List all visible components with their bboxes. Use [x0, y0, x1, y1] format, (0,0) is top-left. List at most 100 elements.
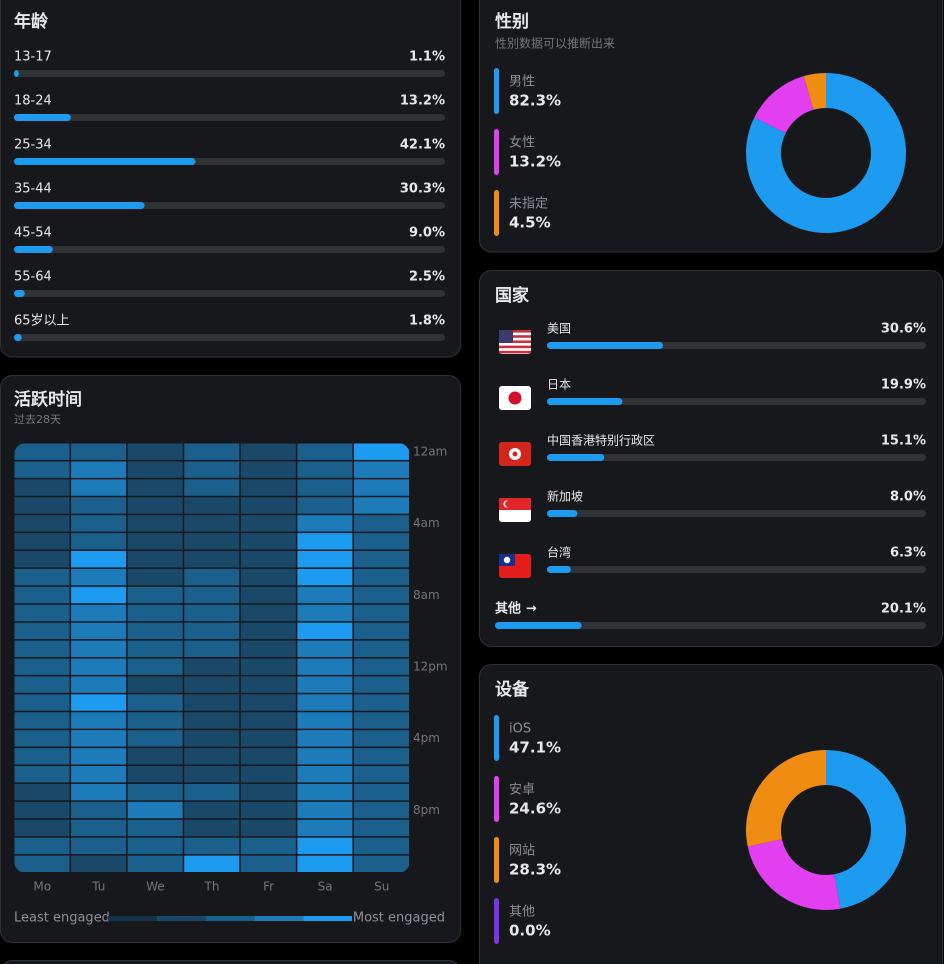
- heatmap-cell: [240, 676, 296, 693]
- heatmap-cell: [297, 783, 353, 801]
- heatmap-cell: [14, 694, 70, 711]
- age-bar: [14, 334, 22, 341]
- legend-min: Least engaged: [14, 911, 110, 926]
- heatmap-cell: [353, 783, 409, 801]
- heatmap-cell: [184, 515, 240, 532]
- legend-swatch: [494, 776, 499, 822]
- legend-name: 女性: [509, 135, 535, 151]
- hour-label: 12am: [413, 444, 447, 458]
- legend-gradient: [254, 916, 304, 921]
- heatmap: [14, 443, 409, 872]
- heatmap-cell: [353, 551, 409, 568]
- heatmap-cell: [297, 819, 353, 837]
- heatmap-cell: [14, 730, 70, 747]
- bar-track: [14, 246, 445, 253]
- heatmap-cell: [184, 640, 240, 657]
- legend-swatch: [494, 190, 499, 236]
- hour-label: 12pm: [413, 659, 448, 673]
- bar-track: [547, 454, 926, 461]
- legend-name: 其他: [509, 905, 535, 920]
- other-arrow[interactable]: →: [526, 602, 537, 617]
- legend-swatch: [494, 715, 499, 761]
- legend-gradient: [108, 916, 157, 921]
- donut-segment: [754, 76, 814, 134]
- heatmap-cell: [127, 461, 183, 478]
- heatmap-cell: [14, 604, 70, 622]
- heatmap-cell: [71, 461, 127, 478]
- heatmap-cell: [353, 855, 409, 872]
- heatmap-cell: [297, 801, 353, 819]
- heatmap-cell: [184, 533, 240, 550]
- bar-track: [14, 334, 445, 341]
- heatmap-cell: [240, 640, 296, 657]
- donut-segment: [803, 73, 826, 110]
- heatmap-cell: [297, 640, 353, 657]
- heatmap-cell: [240, 855, 296, 872]
- heatmap-cell: [127, 748, 183, 765]
- bar-track: [547, 510, 926, 517]
- legend-value: 47.1%: [509, 739, 561, 757]
- heatmap-cell: [14, 712, 70, 729]
- heatmap-cell: [353, 497, 409, 514]
- heatmap-cell: [127, 855, 183, 872]
- legend-value: 28.3%: [509, 861, 561, 879]
- age-value: 9.0%: [409, 226, 445, 241]
- heatmap-cell: [127, 676, 183, 693]
- heatmap-cell: [14, 801, 70, 819]
- legend-value: 82.3%: [509, 92, 561, 110]
- heatmap-cell: [240, 712, 296, 729]
- day-label: Tu: [91, 880, 105, 894]
- heatmap-cell: [14, 479, 70, 496]
- heatmap-cell: [14, 461, 70, 478]
- day-label: Th: [204, 880, 220, 894]
- heatmap-cell: [71, 766, 127, 783]
- heatmap-cell: [297, 533, 353, 550]
- heatmap-cell: [353, 622, 409, 640]
- heatmap-cell: [71, 712, 127, 729]
- heatmap-cell: [14, 533, 70, 550]
- other-value: 20.1%: [881, 602, 926, 617]
- heatmap-cell: [240, 837, 296, 855]
- heatmap-cell: [127, 604, 183, 622]
- age-value: 1.8%: [409, 314, 445, 329]
- heatmap-cell: [240, 766, 296, 783]
- other-bar: [495, 622, 582, 629]
- heatmap-cell: [297, 479, 353, 496]
- heatmap-cell: [14, 568, 70, 586]
- flag-us: [499, 330, 531, 354]
- heatmap-cell: [127, 515, 183, 532]
- bar-track: [14, 114, 445, 121]
- heatmap-cell: [240, 461, 296, 478]
- heatmap-cell: [184, 819, 240, 837]
- age-label: 18-24: [14, 94, 52, 109]
- heatmap-cell: [184, 712, 240, 729]
- day-label: Fr: [263, 880, 274, 894]
- legend-name: 安卓: [509, 783, 535, 798]
- country-value: 30.6%: [881, 322, 926, 337]
- heatmap-cell: [353, 730, 409, 747]
- heatmap-cell: [240, 658, 296, 675]
- legend-name: 男性: [509, 75, 535, 90]
- heatmap-cell: [71, 622, 127, 640]
- age-title: 年龄: [14, 11, 49, 32]
- gender-subtitle: 性别数据可以推断出来: [495, 36, 615, 51]
- heatmap-cell: [184, 855, 240, 872]
- heatmap-cell: [184, 497, 240, 514]
- heatmap-cell: [240, 604, 296, 622]
- heatmap-cell: [71, 837, 127, 855]
- heatmap-cell: [184, 586, 240, 604]
- heatmap-cell: [71, 443, 127, 460]
- legend-name: 未指定: [509, 197, 548, 212]
- country-bar: [547, 510, 578, 517]
- heatmap-cell: [14, 819, 70, 837]
- heatmap-cell: [297, 622, 353, 640]
- heatmap-cell: [14, 766, 70, 783]
- legend-swatch: [494, 837, 499, 883]
- country-value: 8.0%: [890, 490, 926, 505]
- heatmap-cell: [71, 676, 127, 693]
- heatmap-cell: [127, 479, 183, 496]
- other-name[interactable]: 其他: [495, 601, 521, 617]
- heatmap-cell: [184, 622, 240, 640]
- day-label: Mo: [33, 880, 51, 894]
